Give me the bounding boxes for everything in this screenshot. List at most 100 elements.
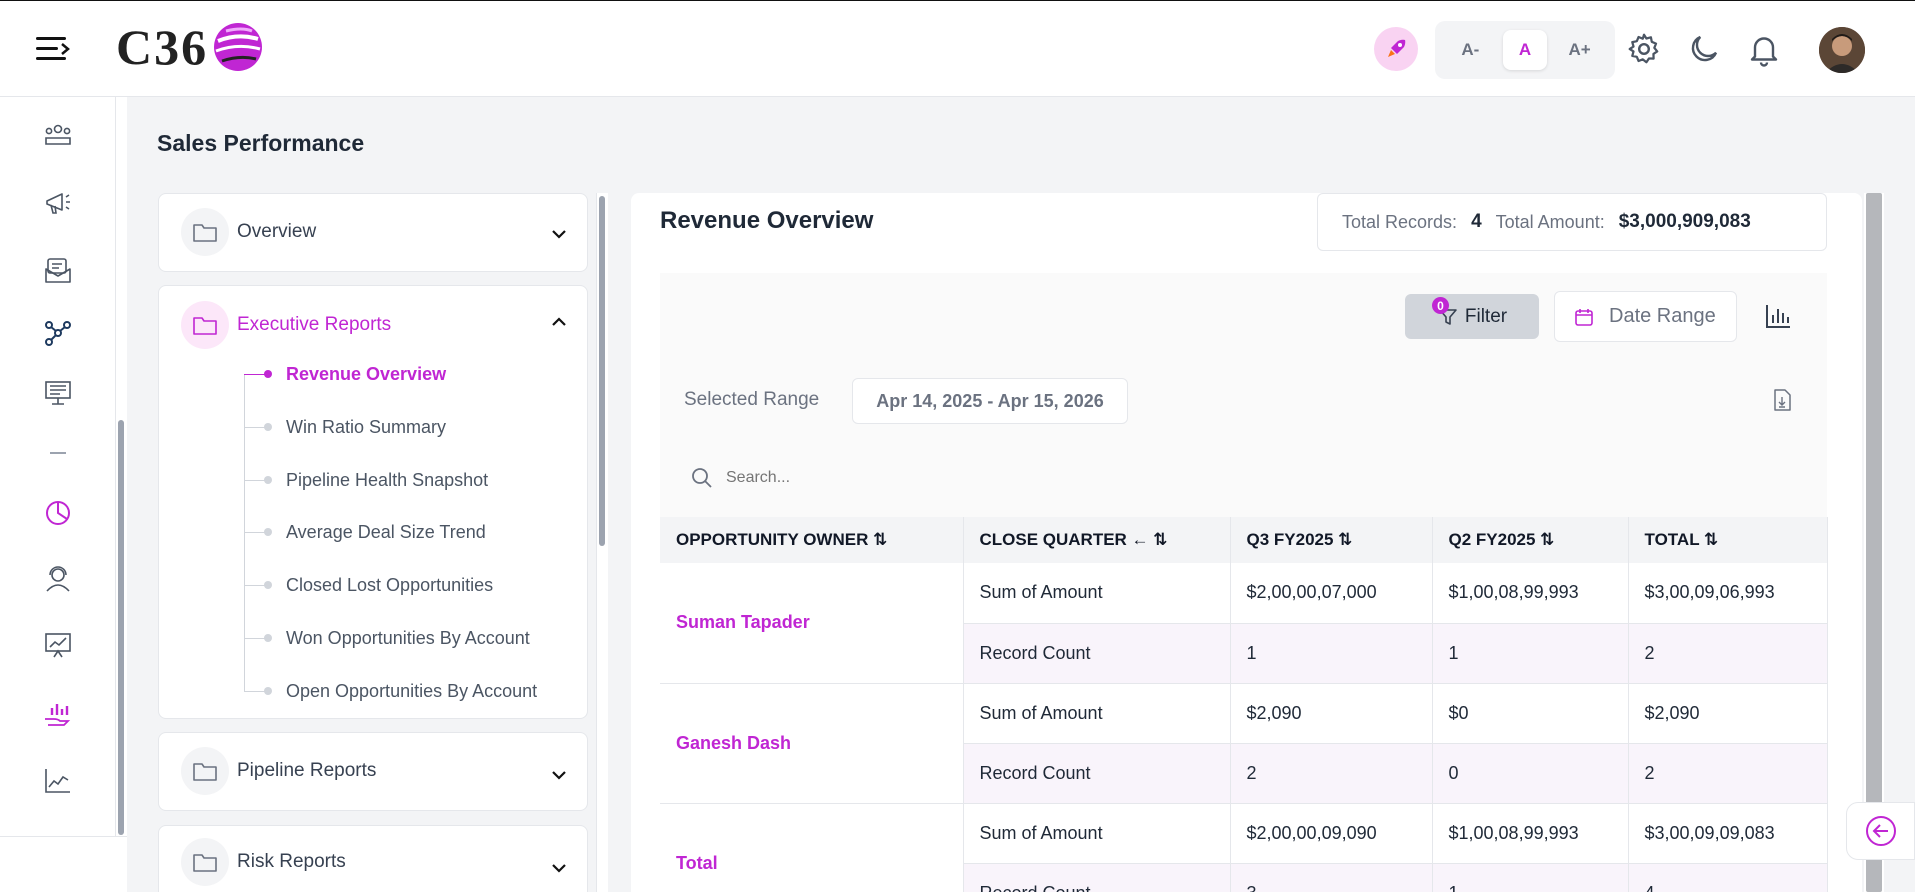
section-label: Pipeline Reports <box>237 760 377 781</box>
table-row: Ganesh Dash Sum of Amount $2,090 $0 $2,0… <box>660 683 1828 804</box>
calendar-icon <box>1575 308 1593 326</box>
sidebar-item-closed-lost[interactable]: Closed Lost Opportunities <box>244 573 493 597</box>
filter-button[interactable]: Filter <box>1405 294 1539 339</box>
total-amount-label: Total Amount: <box>1495 211 1605 232</box>
font-increase-button[interactable]: A+ <box>1568 40 1591 59</box>
megaphone-icon[interactable] <box>42 187 74 219</box>
total-cell: $3,00,09,09,083 <box>1628 803 1828 864</box>
sidebar-item-win-ratio[interactable]: Win Ratio Summary <box>244 415 446 439</box>
q2-cell: $1,00,08,99,993 <box>1432 803 1629 864</box>
font-normal-button[interactable]: A <box>1502 30 1547 70</box>
bell-icon[interactable] <box>1746 31 1782 67</box>
logo-text: C36 <box>116 19 209 75</box>
table-row: Record Count 1 1 2 <box>660 623 1828 684</box>
chevron-down-icon[interactable] <box>549 224 569 244</box>
hand-chart-icon[interactable] <box>42 697 74 729</box>
section-overview[interactable]: Overview <box>158 193 588 272</box>
sidebar-item-open-by-account[interactable]: Open Opportunities By Account <box>244 679 537 703</box>
owner-cell[interactable]: Total <box>660 803 964 892</box>
table-row: Record Count 3 1 4 <box>660 863 1828 892</box>
column-header-owner[interactable]: OPPORTUNITY OWNER ⇅ <box>660 517 964 563</box>
user-avatar[interactable] <box>1819 27 1865 73</box>
owner-cell[interactable]: Suman Tapader <box>660 563 964 684</box>
sidebar-item-avg-deal-size[interactable]: Average Deal Size Trend <box>244 520 486 544</box>
sidebar-scrollbar-thumb[interactable] <box>599 196 605 546</box>
search-bar <box>690 460 1090 496</box>
q2-cell: 1 <box>1432 863 1629 892</box>
section-overview-header[interactable]: Overview <box>181 208 316 256</box>
section-label: Executive Reports <box>237 314 392 335</box>
owner-cell[interactable]: Ganesh Dash <box>660 683 964 804</box>
total-amount-value: $3,000,909,083 <box>1618 211 1751 232</box>
rocket-button[interactable] <box>1374 27 1418 71</box>
measure-cell: Record Count <box>963 743 1231 804</box>
column-header-close-quarter[interactable]: CLOSE QUARTER ← ⇅ <box>963 517 1231 563</box>
selected-range-label: Selected Range <box>684 389 820 410</box>
column-header-q3[interactable]: Q3 FY2025 ⇅ <box>1230 517 1433 563</box>
q2-cell: $1,00,08,99,993 <box>1432 563 1629 624</box>
page-title: Sales Performance <box>157 130 365 156</box>
section-executive-reports: Executive Reports <box>158 285 588 719</box>
total-records-label: Total Records: <box>1342 211 1458 232</box>
measure-cell: Record Count <box>963 863 1231 892</box>
arrow-left-circle-icon <box>1865 816 1896 846</box>
total-cell: 2 <box>1628 743 1828 804</box>
folder-icon <box>181 838 229 886</box>
column-header-q2[interactable]: Q2 FY2025 ⇅ <box>1432 517 1629 563</box>
column-header-total[interactable]: TOTAL ⇅ <box>1628 517 1828 563</box>
section-executive-header[interactable]: Executive Reports <box>181 301 391 349</box>
section-risk-reports[interactable]: Risk Reports <box>158 825 588 892</box>
rail-footer <box>0 836 127 892</box>
report-title: Revenue Overview <box>660 207 874 234</box>
filter-icon <box>1439 308 1457 325</box>
sidebar-item-revenue-overview[interactable]: Revenue Overview <box>244 362 446 386</box>
total-cell: 4 <box>1628 863 1828 892</box>
table-row: Suman Tapader Sum of Amount $2,00,00,07,… <box>660 563 1828 684</box>
menu-toggle-icon[interactable] <box>36 35 70 63</box>
bar-chart-icon[interactable] <box>1763 301 1793 331</box>
app-logo[interactable]: C36 <box>116 19 264 75</box>
minus-icon[interactable] <box>42 437 74 469</box>
section-risk-header[interactable]: Risk Reports <box>181 838 346 886</box>
pivot-table: OPPORTUNITY OWNER ⇅ CLOSE QUARTER ← ⇅ Q3… <box>660 517 1828 892</box>
line-chart-icon[interactable] <box>42 765 74 797</box>
network-icon[interactable] <box>42 317 74 349</box>
selected-range-value: Apr 14, 2025 - Apr 15, 2026 <box>852 378 1128 424</box>
font-decrease-button[interactable]: A- <box>1461 40 1480 59</box>
content-scrollbar-thumb[interactable] <box>1866 193 1882 892</box>
logo-globe-icon <box>214 23 263 71</box>
chevron-down-icon[interactable] <box>549 858 569 878</box>
search-input[interactable] <box>726 469 1066 487</box>
tree-connector <box>244 374 245 692</box>
export-file-icon[interactable] <box>1770 388 1794 412</box>
q3-cell: 2 <box>1230 743 1433 804</box>
training-chart-icon[interactable] <box>42 629 74 661</box>
presentation-icon[interactable] <box>42 377 74 409</box>
table-row: Total Sum of Amount $2,00,00,09,090 $1,0… <box>660 803 1828 892</box>
sidebar-item-label: Won Opportunities By Account <box>286 627 530 648</box>
sidebar-item-pipeline-health[interactable]: Pipeline Health Snapshot <box>244 468 488 492</box>
support-agent-icon[interactable] <box>42 563 74 595</box>
section-pipeline-reports[interactable]: Pipeline Reports <box>158 732 588 811</box>
section-pipeline-header[interactable]: Pipeline Reports <box>181 747 376 795</box>
rail-scrollbar-thumb[interactable] <box>118 420 124 835</box>
chevron-down-icon[interactable] <box>549 765 569 785</box>
q2-cell: 0 <box>1432 743 1629 804</box>
sidebar-item-label: Win Ratio Summary <box>286 416 447 437</box>
search-icon <box>692 468 712 488</box>
pie-chart-icon[interactable] <box>42 497 74 529</box>
total-cell: 2 <box>1628 623 1828 684</box>
gear-icon[interactable] <box>1626 31 1662 67</box>
folder-icon <box>181 301 229 349</box>
chevron-up-icon[interactable] <box>549 312 569 332</box>
collapse-panel-button[interactable] <box>1846 802 1915 860</box>
q2-cell: $0 <box>1432 683 1629 744</box>
sidebar-item-won-by-account[interactable]: Won Opportunities By Account <box>244 626 530 650</box>
team-icon[interactable] <box>42 120 74 152</box>
mail-icon[interactable] <box>42 255 74 287</box>
date-range-button[interactable]: Date Range <box>1554 291 1737 342</box>
q3-cell: 1 <box>1230 623 1433 684</box>
total-cell: $2,090 <box>1628 683 1828 744</box>
moon-icon[interactable] <box>1686 31 1722 67</box>
section-label: Risk Reports <box>237 851 346 872</box>
